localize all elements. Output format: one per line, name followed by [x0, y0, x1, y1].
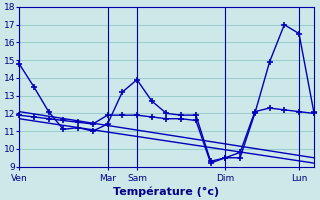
- X-axis label: Température (°c): Température (°c): [113, 186, 220, 197]
